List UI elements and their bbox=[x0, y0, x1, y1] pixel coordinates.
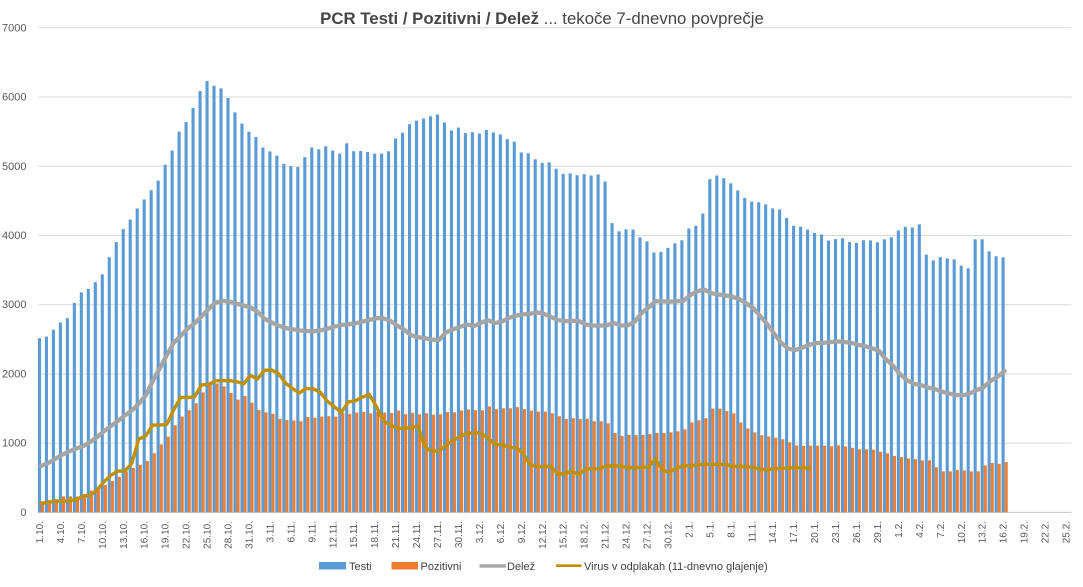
svg-text:4.10.: 4.10. bbox=[56, 521, 67, 543]
svg-text:11.1.: 11.1. bbox=[747, 521, 758, 543]
svg-text:31.10.: 31.10. bbox=[244, 521, 255, 549]
svg-text:21.12.: 21.12. bbox=[601, 521, 612, 549]
svg-text:PCR Testi / Pozitivni / Delež: PCR Testi / Pozitivni / Delež ... tekoče… bbox=[320, 9, 764, 28]
svg-text:4000: 4000 bbox=[2, 230, 26, 242]
svg-text:6000: 6000 bbox=[2, 92, 26, 104]
svg-text:19.10.: 19.10. bbox=[161, 521, 172, 549]
svg-text:29.1.: 29.1. bbox=[873, 521, 884, 543]
svg-text:1000: 1000 bbox=[2, 438, 26, 450]
svg-text:Virus v odplakah (11-dnevno gl: Virus v odplakah (11-dnevno glajenje) bbox=[584, 561, 768, 573]
svg-text:8.1.: 8.1. bbox=[726, 521, 737, 538]
svg-text:27.12.: 27.12. bbox=[643, 521, 654, 549]
svg-text:Testi: Testi bbox=[349, 561, 372, 573]
svg-text:5.1.: 5.1. bbox=[705, 521, 716, 538]
svg-text:7.10.: 7.10. bbox=[77, 521, 88, 543]
svg-text:27.11.: 27.11. bbox=[433, 521, 444, 548]
svg-text:0: 0 bbox=[20, 507, 26, 519]
svg-text:15.11.: 15.11. bbox=[349, 521, 360, 548]
svg-text:10.10.: 10.10. bbox=[98, 521, 109, 549]
svg-text:24.11.: 24.11. bbox=[412, 521, 423, 548]
svg-text:5000: 5000 bbox=[2, 161, 26, 173]
svg-text:25.2.: 25.2. bbox=[1061, 521, 1072, 543]
svg-text:3.12.: 3.12. bbox=[475, 521, 486, 543]
svg-text:1.2.: 1.2. bbox=[894, 521, 905, 538]
svg-text:28.10.: 28.10. bbox=[224, 521, 235, 549]
svg-text:30.12.: 30.12. bbox=[663, 521, 674, 549]
svg-text:2000: 2000 bbox=[2, 368, 26, 380]
svg-text:24.12.: 24.12. bbox=[622, 521, 633, 549]
svg-text:7.2.: 7.2. bbox=[936, 521, 947, 538]
svg-text:14.1.: 14.1. bbox=[768, 521, 779, 543]
svg-text:3.11.: 3.11. bbox=[265, 521, 276, 543]
svg-text:15.12.: 15.12. bbox=[559, 521, 570, 549]
svg-text:7000: 7000 bbox=[2, 22, 26, 34]
svg-text:9.11.: 9.11. bbox=[307, 521, 318, 543]
svg-text:17.1.: 17.1. bbox=[789, 521, 800, 543]
svg-text:Delež: Delež bbox=[507, 561, 535, 573]
svg-text:12.11.: 12.11. bbox=[328, 521, 339, 548]
svg-text:6.12.: 6.12. bbox=[496, 521, 507, 543]
svg-text:16.2.: 16.2. bbox=[999, 521, 1010, 543]
svg-text:13.10.: 13.10. bbox=[119, 521, 130, 549]
svg-text:25.10.: 25.10. bbox=[203, 521, 214, 549]
svg-text:10.2.: 10.2. bbox=[957, 521, 968, 543]
svg-text:30.11.: 30.11. bbox=[454, 521, 465, 548]
svg-text:2.1.: 2.1. bbox=[684, 521, 695, 538]
svg-text:16.10.: 16.10. bbox=[140, 521, 151, 549]
svg-text:9.12.: 9.12. bbox=[517, 521, 528, 543]
svg-text:20.1.: 20.1. bbox=[810, 521, 821, 543]
svg-text:22.2.: 22.2. bbox=[1041, 521, 1052, 543]
svg-text:13.2.: 13.2. bbox=[978, 521, 989, 543]
svg-text:1.10.: 1.10. bbox=[35, 521, 46, 543]
svg-text:Pozitivni: Pozitivni bbox=[421, 561, 462, 573]
svg-text:18.11.: 18.11. bbox=[370, 521, 381, 548]
svg-text:22.10.: 22.10. bbox=[182, 521, 193, 549]
svg-text:6.11.: 6.11. bbox=[286, 521, 297, 543]
svg-text:4.2.: 4.2. bbox=[915, 521, 926, 538]
svg-text:21.11.: 21.11. bbox=[391, 521, 402, 548]
svg-text:12.12.: 12.12. bbox=[538, 521, 549, 549]
svg-text:19.2.: 19.2. bbox=[1020, 521, 1031, 543]
svg-text:18.12.: 18.12. bbox=[580, 521, 591, 549]
svg-text:3000: 3000 bbox=[2, 299, 26, 311]
svg-text:23.1.: 23.1. bbox=[831, 521, 842, 543]
svg-text:26.1.: 26.1. bbox=[852, 521, 863, 543]
